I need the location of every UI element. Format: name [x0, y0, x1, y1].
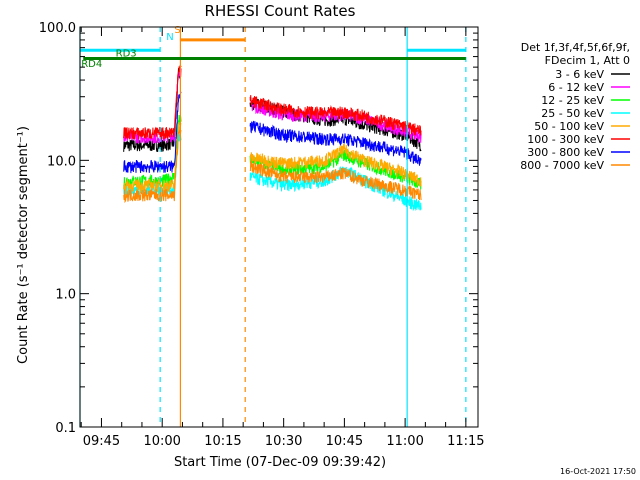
- y-tick-label: 10.0: [47, 154, 76, 169]
- chart-overlay: NS RD3 RD4: [79, 25, 467, 427]
- y-axis-label: Count Rate (s⁻¹ detector segment⁻¹): [16, 126, 31, 364]
- legend-entry-5: 100 - 300 keV: [527, 133, 604, 146]
- legend-entry-4: 50 - 100 keV: [534, 120, 604, 133]
- legend-entry-2: 12 - 25 keV: [541, 94, 604, 107]
- legend-entry-1: 6 - 12 keV: [548, 81, 604, 94]
- x-tick-label: 11:15: [447, 434, 484, 449]
- footer-timestamp: 16-Oct-2021 17:50: [560, 467, 636, 476]
- legend-entry-6: 300 - 800 keV: [527, 146, 604, 159]
- legend: Det 1f,3f,4f,5f,6f,9f, FDecim 1, Att 0 3…: [520, 41, 630, 172]
- legend-entry-7: 800 - 7000 keV: [520, 159, 604, 172]
- legend-entry-0: 3 - 6 keV: [555, 68, 604, 81]
- y-tick-label: 1.0: [55, 288, 76, 303]
- y-tick-label: 0.1: [55, 421, 76, 436]
- series-line-6: [123, 91, 422, 174]
- legend-header-line-1: Det 1f,3f,4f,5f,6f,9f,: [521, 41, 630, 54]
- x-tick-label: 09:45: [83, 434, 120, 449]
- series-line-5: [123, 64, 422, 140]
- series-line-4: [123, 122, 422, 193]
- series-line-7: [123, 130, 422, 204]
- annotation-label-1: S: [174, 25, 180, 36]
- x-tick-label: 10:45: [326, 434, 363, 449]
- x-tick-label: 10:15: [204, 434, 241, 449]
- x-tick-label: 11:00: [386, 434, 423, 449]
- chart-title: RHESSI Count Rates: [205, 2, 356, 20]
- y-tick-label: 100.0: [39, 21, 76, 36]
- annotation-label-3: RD4: [81, 59, 102, 70]
- chart-axes: 0.1 1.0 10.0 100.0 09:45 10:00 10:15 10:30 10:45…: [39, 21, 485, 449]
- x-axis-label: Start Time (07-Dec-09 09:39:42): [174, 455, 386, 470]
- x-tick-label: 10:30: [265, 434, 302, 449]
- legend-entry-3: 25 - 50 keV: [541, 107, 604, 120]
- legend-header-line-2: FDecim 1, Att 0: [545, 54, 630, 67]
- annotation-label-2: RD3: [116, 49, 137, 60]
- plot-area: [123, 64, 422, 212]
- plot-frame: [79, 26, 479, 428]
- x-tick-label: 10:00: [143, 434, 180, 449]
- annotation-label-0: N: [166, 32, 173, 43]
